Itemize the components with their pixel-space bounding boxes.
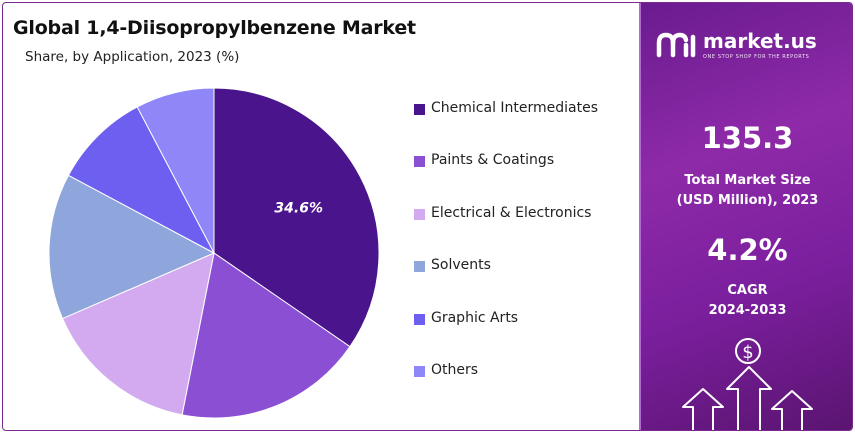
legend-label: Electrical & Electronics — [431, 204, 592, 221]
cagr-label: CAGR 2024-2033 — [641, 281, 852, 321]
chart-subtitle: Share, by Application, 2023 (%) — [25, 49, 240, 65]
brand-name: market.us — [703, 29, 817, 53]
legend-swatch — [414, 261, 425, 273]
cagr-value: 4.2% — [707, 233, 788, 267]
pie-slice-0 — [213, 87, 380, 348]
growth-arrows-icon: $ — [682, 338, 813, 430]
legend-swatch — [414, 208, 425, 220]
pie-slice-2 — [61, 252, 215, 416]
legend-swatch — [414, 156, 425, 168]
legend-label: Solvents — [431, 257, 491, 274]
chart-title: Global 1,4-Diisopropylbenzene Market — [13, 17, 416, 39]
pie-slice-5 — [136, 87, 215, 254]
market-size-label-line1: Total Market Size — [684, 173, 811, 188]
legend-label: Others — [431, 362, 479, 378]
dollar-symbol: $ — [742, 342, 753, 363]
brand-logo: market.us ONE STOP SHOP FOR THE REPORTS — [655, 29, 845, 69]
pie-data-label-0: 34.6% — [274, 200, 323, 216]
market-us-logo-icon — [656, 32, 696, 58]
pie-slice-3 — [48, 174, 216, 320]
pie-slice-4 — [67, 106, 216, 255]
legend-swatch — [414, 366, 425, 377]
legend-label: Chemical Intermediates — [431, 100, 599, 116]
market-size-value: 135.3 — [701, 121, 794, 155]
pie-chart: 34.6% — [48, 87, 380, 419]
legend-swatch — [414, 104, 425, 115]
up-arrow-icon — [682, 388, 724, 430]
cagr-label-line2: 2024-2033 — [708, 303, 787, 318]
up-arrow-icon — [771, 390, 813, 430]
brand-tagline: ONE STOP SHOP FOR THE REPORTS — [703, 54, 810, 60]
legend-swatch — [414, 313, 425, 325]
legend-label: Paints & Coatings — [431, 152, 555, 169]
chart-panel: Global 1,4-Diisopropylbenzene Market Sha… — [3, 3, 639, 430]
cagr-label-line1: CAGR — [727, 283, 768, 298]
stats-sidebar: market.us ONE STOP SHOP FOR THE REPORTS … — [639, 3, 852, 430]
legend-label: Graphic Arts — [431, 309, 519, 326]
market-size-label: Total Market Size (USD Million), 2023 — [641, 171, 852, 211]
market-size-label-line2: (USD Million), 2023 — [676, 193, 819, 208]
dollar-icon — [735, 338, 761, 364]
up-arrow-icon — [726, 366, 772, 430]
pie-slice-1 — [181, 252, 351, 419]
